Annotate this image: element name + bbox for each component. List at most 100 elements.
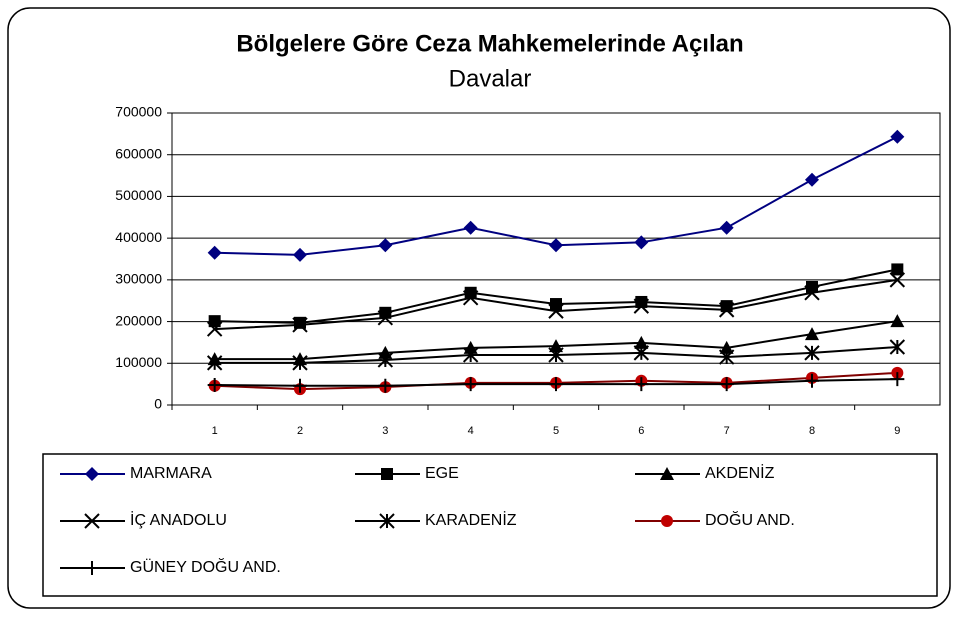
marker-shape [463,377,478,392]
marker-shape [805,327,819,341]
data-point [293,378,307,393]
legend-label: GÜNEY DOĞU AND. [130,557,281,576]
data-point [634,377,649,392]
y-tick-label: 600000 [115,145,162,161]
data-point [805,172,819,187]
data-point [634,235,649,250]
y-tick-label: 0 [154,396,162,412]
data-point [719,377,734,392]
data-point [292,355,308,371]
data-point [462,347,479,363]
x-tick-label: 9 [894,425,900,437]
data-point [635,295,648,308]
marker-shape [805,373,819,388]
marker-shape [633,345,650,361]
marker-shape [377,310,394,326]
legend-marker [84,513,100,529]
marker-shape [633,298,650,314]
legend-label: KARADENİZ [425,510,517,529]
legend-marker [660,467,674,480]
marker-shape [462,347,479,363]
data-point [378,238,393,253]
marker-shape [890,314,905,328]
marker-shape [804,345,820,361]
x-tick-label: 7 [724,425,730,437]
data-point [719,340,734,354]
marker-shape [206,355,223,371]
marker-shape [661,515,673,527]
marker-shape [634,235,649,250]
chart-title: Bölgelere Göre Ceza Mahkemelerinde Açıla… [236,30,743,57]
data-point [463,220,478,235]
marker-shape [377,352,394,368]
data-point [805,327,819,341]
marker-shape [805,172,819,187]
data-point [890,372,905,387]
marker-shape [889,272,906,288]
legend-label: DOĞU AND. [705,510,795,529]
data-point [718,302,735,318]
marker-shape [208,315,221,328]
marker-shape [804,285,820,301]
marker-shape [207,245,222,260]
data-point [633,298,650,314]
data-point [548,303,564,319]
data-point [718,349,735,365]
data-point [890,314,905,328]
data-point [719,220,734,235]
y-tick-label: 500000 [115,187,162,203]
marker-shape [719,220,734,235]
marker-shape [548,303,564,319]
marker-shape [378,378,393,393]
data-point [889,339,906,355]
x-tick-label: 1 [212,425,218,437]
data-point [549,339,563,353]
marker-shape [293,378,307,393]
y-tick-label: 700000 [115,104,162,120]
marker-shape [294,316,306,329]
legend-marker [661,515,673,527]
data-point [207,377,222,392]
legend-marker [381,468,393,480]
marker-shape [378,238,393,253]
chart-subtitle: Davalar [449,65,532,92]
data-point [804,345,820,361]
marker-shape [549,377,563,392]
legend-label: İÇ ANADOLU [130,510,227,529]
data-point [292,317,308,333]
data-point [378,378,393,393]
marker-shape [634,335,649,349]
marker-shape [891,263,904,276]
legend-marker [379,513,395,529]
marker-shape [207,377,222,392]
marker-shape [549,339,563,353]
data-point [889,272,906,288]
marker-shape [718,302,735,318]
y-tick-label: 300000 [115,271,162,287]
x-tick-label: 2 [297,425,303,437]
marker-shape [548,347,564,363]
marker-shape [292,355,308,371]
legend-label: EGE [425,465,459,482]
data-point [463,377,478,392]
data-point [633,345,650,361]
legend-box [42,453,938,597]
marker-shape [84,513,100,529]
marker-shape [85,561,99,575]
data-point [377,352,394,368]
marker-shape [549,238,563,253]
data-point [890,129,905,144]
marker-shape [634,377,649,392]
x-tick-label: 6 [638,425,644,437]
y-tick-label: 100000 [115,354,162,370]
y-tick-label: 200000 [115,312,162,328]
x-tick-label: 5 [553,425,559,437]
data-point [891,263,904,276]
data-point [549,377,563,392]
x-tick-label: 4 [468,425,474,437]
data-point [206,321,223,337]
data-point [293,247,307,262]
data-point [208,315,221,328]
data-point [206,355,223,371]
data-point [805,373,819,388]
